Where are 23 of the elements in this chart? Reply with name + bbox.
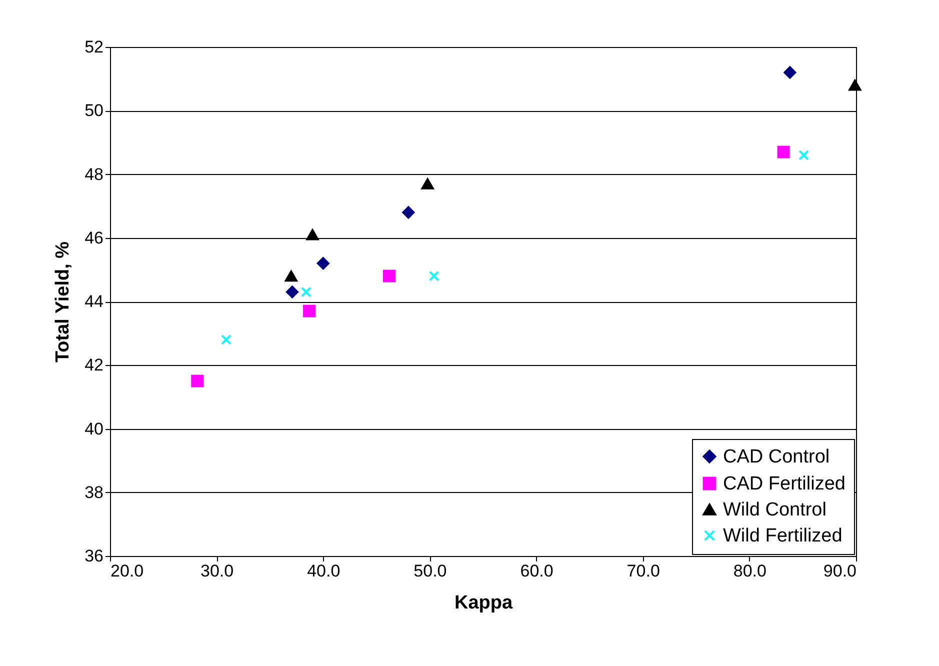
- x-tick-label: 80.0: [733, 562, 766, 580]
- y-tick-label: 36: [84, 546, 104, 566]
- y-tick-label: 52: [84, 38, 104, 56]
- legend-label: Wild Control: [723, 500, 826, 520]
- y-tick-label: 40: [84, 419, 104, 438]
- x-tick-label: 40.0: [307, 562, 340, 580]
- y-tick-label: 38: [84, 482, 104, 502]
- legend-label: Wild Fertilized: [723, 526, 842, 546]
- y-tick-label: 48: [84, 164, 104, 184]
- y-axis-title: Total Yield, %: [52, 241, 74, 363]
- x-tick-label: 50.0: [414, 562, 447, 580]
- x-tick-label: 20.0: [110, 562, 144, 580]
- x-tick-label: 30.0: [200, 562, 234, 580]
- x-tick-label: 90.0: [823, 562, 856, 580]
- x-tick-label: 70.0: [626, 562, 660, 580]
- y-tick-label: 46: [84, 228, 104, 248]
- legend-label: CAD Fertilized: [723, 474, 846, 494]
- x-axis-title: Kappa: [454, 592, 513, 614]
- x-tick-label: 60.0: [520, 562, 554, 580]
- y-tick-label: 44: [84, 292, 104, 311]
- y-tick-label: 50: [84, 101, 104, 120]
- y-tick-label: 42: [84, 356, 104, 375]
- legend-label: CAD Control: [723, 446, 830, 468]
